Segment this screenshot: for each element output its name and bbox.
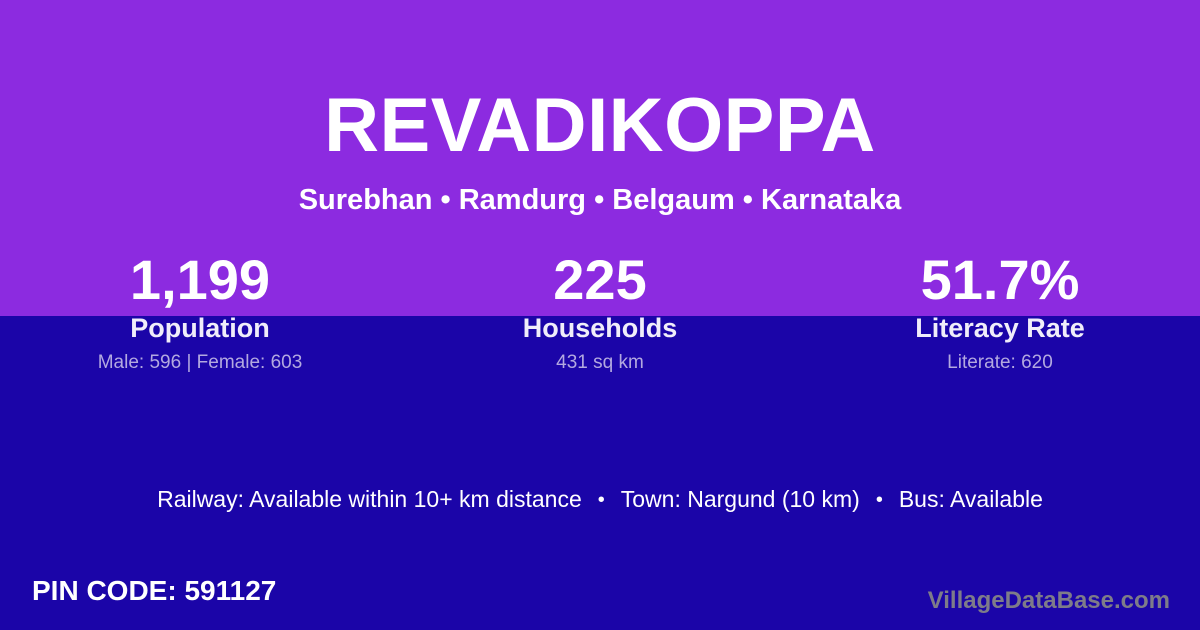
village-name-title: REVADIKOPPA — [324, 83, 876, 168]
details-section — [0, 316, 1200, 630]
header-section — [0, 0, 1200, 316]
literacy-detail: Literate: 620 — [947, 352, 1053, 374]
stat-households: 225 Households 431 sq km — [400, 252, 800, 375]
population-label: Population — [130, 313, 270, 343]
households-value: 225 — [553, 248, 647, 311]
location-breadcrumb: Surebhan • Ramdurg • Belgaum • Karnataka — [298, 184, 902, 216]
bullet-separator: • — [875, 489, 883, 511]
households-label: Households — [522, 313, 678, 343]
stats-row: 1,199 Population Male: 596 | Female: 603… — [0, 252, 1200, 375]
town-info: Town: Nargund (10 km) — [620, 486, 860, 512]
literacy-label: Literacy Rate — [915, 313, 1085, 343]
transport-info-line: Railway: Available within 10+ km distanc… — [0, 486, 1200, 514]
bus-info: Bus: Available — [898, 486, 1043, 512]
stat-literacy: 51.7% Literacy Rate Literate: 620 — [800, 252, 1200, 375]
bullet-separator: • — [597, 489, 605, 511]
railway-info: Railway: Available within 10+ km distanc… — [157, 486, 582, 512]
population-detail: Male: 596 | Female: 603 — [97, 352, 303, 374]
literacy-value: 51.7% — [920, 248, 1080, 311]
pin-code: PIN CODE: 591127 — [32, 575, 277, 606]
households-detail: 431 sq km — [556, 352, 644, 374]
watermark-brand: VillageDataBase.com — [927, 587, 1170, 614]
stat-population: 1,199 Population Male: 596 | Female: 603 — [0, 252, 400, 375]
population-value: 1,199 — [129, 248, 271, 311]
